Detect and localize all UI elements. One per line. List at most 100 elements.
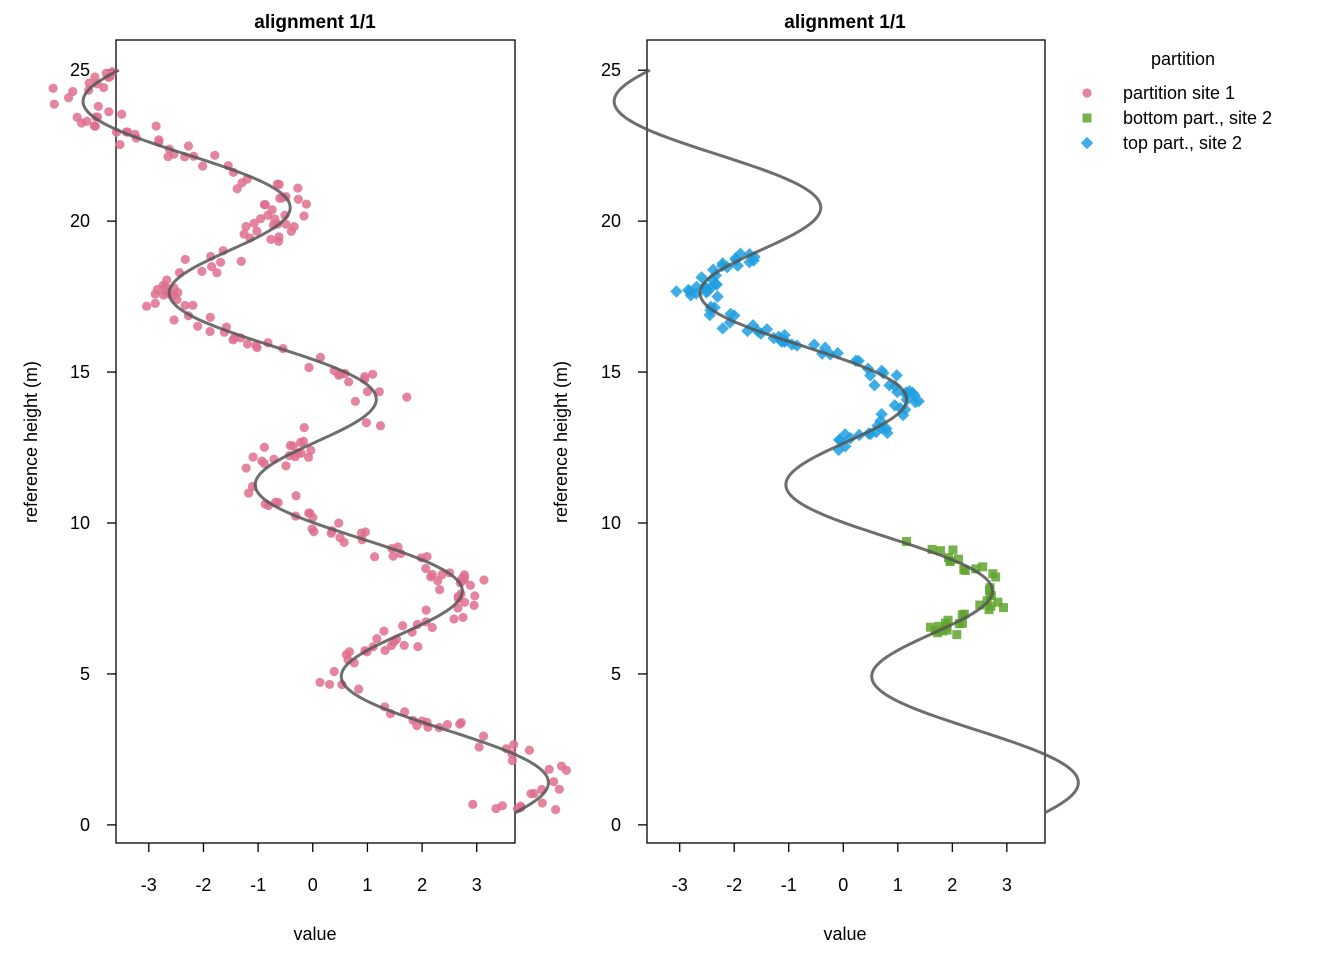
site1-point [315,352,326,362]
site1-point [210,150,220,160]
panel-left-plot: -3 -2 -1 0 1 2 3 0 5 10 15 20 25 [48,39,572,895]
top-point [716,322,729,335]
site1-point [524,745,535,755]
site1-point [421,605,431,615]
site1-point [402,392,412,402]
bottom-point [959,609,969,619]
site1-point [554,784,564,794]
site1-point [549,777,559,787]
right-x-tick-label: 0 [838,875,848,895]
right-x-tick-label: 3 [1002,875,1012,895]
site1-point [293,183,303,193]
bottom-point [957,618,967,628]
top-point [844,431,857,445]
site1-point [151,121,161,131]
site1-point [248,452,258,462]
left-y-tick-label: 20 [70,211,90,231]
right-y-tick-label: 15 [601,362,621,382]
left-x-tick-label: -1 [250,875,266,895]
bottom-point [935,546,945,556]
right-reference-curve [612,68,1080,815]
top-point [689,287,703,300]
site1-point [339,537,349,547]
site1-point [537,798,547,808]
right-x-tick-label: -3 [672,875,688,895]
site1-point [372,633,382,644]
bottom-point [901,537,911,547]
site1-point [370,552,380,562]
site1-point [291,491,301,501]
site1-point [458,612,468,623]
site1-point [469,600,479,610]
site1-point [242,339,253,349]
site1-point [274,232,284,242]
site1-point [252,226,262,236]
site1-point [374,387,384,397]
right-x-tick-label: 2 [947,875,957,895]
site1-point [368,369,378,379]
site1-point [465,580,475,590]
site1-point [241,221,251,232]
top-point [875,407,888,421]
top-point [747,254,760,267]
site1-point [309,527,319,537]
top-point [723,316,737,329]
site1-point [63,93,74,103]
site1-point [388,551,398,561]
site1-point [299,211,309,221]
bottom-point [971,564,981,574]
bottom-point [975,600,985,610]
site1-point [344,647,355,657]
top-point [682,283,695,297]
site1-point [169,315,179,325]
site1-point [551,804,561,815]
left-panel-title: alignment 1/1 [254,12,376,33]
site1-point [298,436,309,446]
site1-point [72,112,82,122]
left-x-tick-label: 2 [417,875,427,895]
site1-point [497,801,508,811]
site1-point [205,312,215,322]
site1-point [281,461,291,471]
right-x-tick-label: -2 [726,875,742,895]
site1-point [427,622,437,633]
top-point [690,280,703,294]
site1-point [459,570,469,580]
site1-point [329,666,339,677]
legend-label-bottom: bottom part., site 2 [1123,108,1272,128]
panel-left: alignment 1/1 value reference height (m) [21,12,376,944]
site1-point [90,72,100,82]
top-point [896,408,910,422]
top-point [868,379,881,392]
legend: partition partition site 1 bottom part.,… [1123,49,1272,153]
bottom-point [986,601,996,611]
site1-point [399,640,409,650]
left-x-tick-label: 0 [308,875,318,895]
site1-point [361,418,372,428]
site1-point [334,518,344,528]
left-x-tick-label: 1 [362,875,372,895]
bottom-point [988,569,998,579]
top-point [704,281,717,295]
site1-point [350,396,360,406]
top-point [883,379,896,392]
site1-point [354,684,364,694]
top-point [891,385,904,399]
site1-point [303,452,314,462]
site1-point [293,194,303,204]
site1-point [529,788,539,799]
site1-point [198,161,208,171]
top-point [877,367,890,380]
site1-point [413,641,423,652]
site1-point [308,512,318,523]
site1-point [427,569,437,580]
site1-point [115,139,125,150]
site1-point [509,739,519,750]
site1-point [301,199,312,209]
site1-point [360,372,370,382]
site1-point [160,282,171,292]
legend-marker-top [1080,136,1094,150]
site1-point [289,221,299,232]
legend-label-top: top part., site 2 [1123,133,1242,153]
